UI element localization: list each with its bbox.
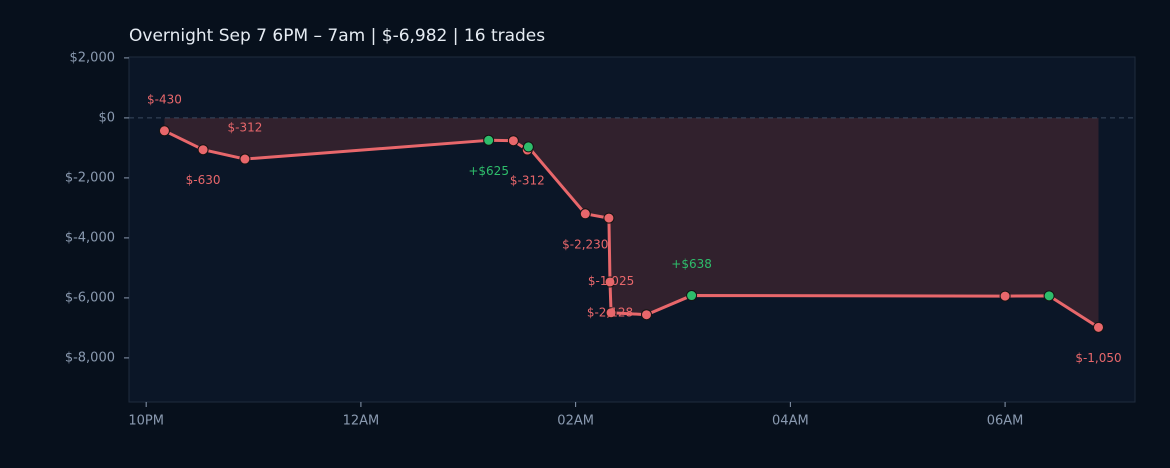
drawdown-area	[164, 117, 1099, 328]
trade-marker	[507, 135, 519, 147]
x-tick-label: 12AM	[343, 414, 380, 429]
y-tick-label: $-6,000	[65, 290, 115, 305]
x-tick-label: 04AM	[772, 414, 809, 429]
trade-label: $-1,050	[1075, 351, 1121, 365]
y-tick-label: $2,000	[70, 50, 116, 65]
trade-label: $-1,025	[588, 274, 634, 288]
x-tick-label: 10PM	[128, 414, 164, 429]
trade-marker	[579, 208, 591, 220]
pnl-line	[163, 129, 1100, 329]
trade-marker	[1092, 321, 1104, 333]
y-tick-label: $-8,000	[65, 350, 115, 365]
trade-marker	[686, 290, 698, 302]
y-tick-label: $-2,000	[65, 170, 115, 185]
trade-label: $-312	[228, 121, 263, 135]
trade-marker	[999, 290, 1011, 302]
trade-marker	[604, 276, 616, 288]
trade-label: $-2,128	[587, 305, 633, 319]
trade-marker	[483, 134, 495, 146]
trade-marker	[640, 309, 652, 321]
trade-label: $-312	[510, 174, 545, 188]
trade-label: +$625	[468, 164, 509, 178]
trade-marker	[522, 141, 534, 153]
trade-marker	[605, 307, 617, 319]
y-tick-label: $-4,000	[65, 230, 115, 245]
trade-marker	[1043, 290, 1055, 302]
trade-label: $-630	[186, 173, 221, 187]
chart-title: Overnight Sep 7 6PM – 7am | $-6,982 | 16…	[129, 26, 545, 46]
trade-marker	[158, 125, 170, 137]
trade-marker	[239, 153, 251, 165]
trade-marker	[197, 144, 209, 156]
x-tick-label: 06AM	[987, 414, 1024, 429]
trade-label: $-430	[147, 92, 182, 106]
y-tick-label: $0	[98, 110, 115, 125]
trade-label: +$638	[671, 257, 712, 271]
trade-marker	[603, 212, 615, 224]
x-tick-label: 02AM	[557, 414, 594, 429]
trade-label: $-2,230	[562, 237, 608, 251]
